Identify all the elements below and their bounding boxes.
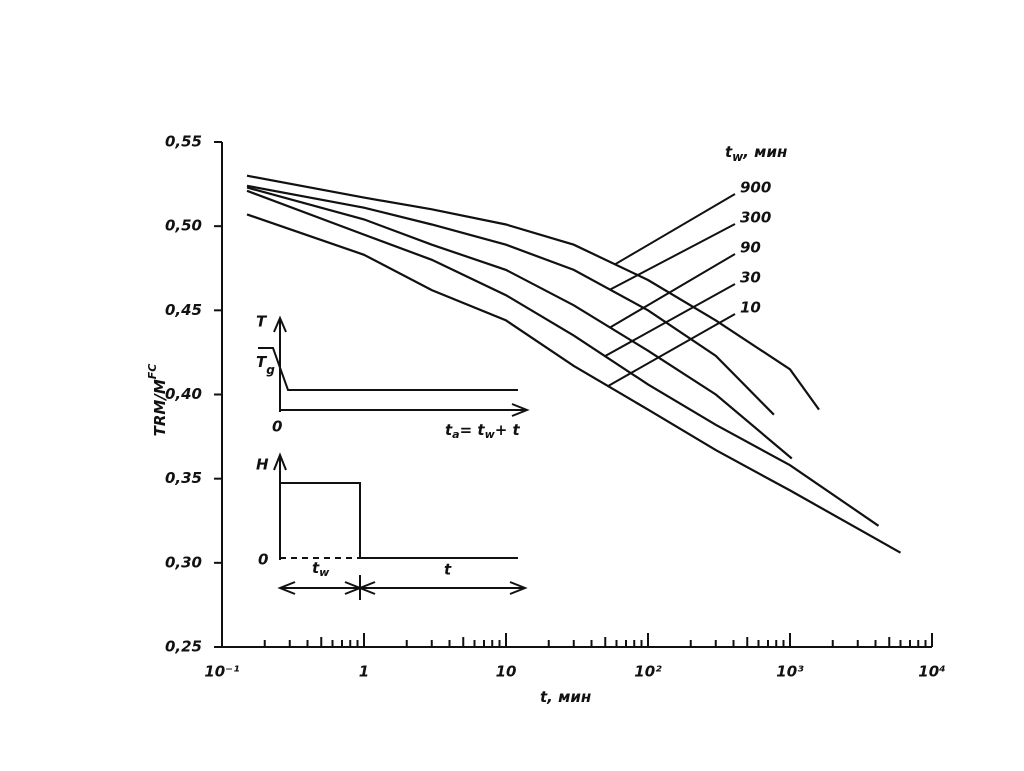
x-tick-label: 10² [634, 663, 662, 681]
series-label: 90 [740, 239, 761, 257]
series-label: 10 [740, 299, 761, 317]
inset-label: T [256, 313, 268, 331]
y-tick-label: 0,40 [165, 385, 202, 403]
inset-label: Tg [256, 353, 275, 377]
series-label: 900 [740, 179, 771, 197]
y-tick-label: 0,35 [165, 469, 202, 487]
inset-diagram: T Tg 0 ta= tw+ t H 0 tw t [256, 313, 530, 600]
y-tick-label: 0,45 [165, 301, 202, 319]
inset-label: 0 [258, 551, 268, 569]
inset-label: H [256, 456, 269, 474]
inset-label: t [444, 561, 452, 579]
inset-label: 0 [272, 418, 282, 436]
leader-line [609, 253, 736, 329]
inset-label: tw [312, 559, 330, 580]
line-series [246, 189, 880, 527]
x-tick-label: 10³ [776, 663, 804, 681]
y-tick-label: 0,25 [165, 638, 202, 656]
line-series [246, 186, 793, 460]
leader-line [604, 283, 736, 358]
series-label: 300 [740, 209, 771, 227]
y-tick-label: 0,55 [165, 133, 202, 151]
x-tick-label: 1 [359, 663, 369, 681]
leader-line [609, 223, 736, 291]
y-axis-label: TRM/MFC [146, 364, 169, 437]
x-tick-label: 10⁻¹ [204, 663, 239, 681]
line-series [246, 213, 902, 554]
x-tick-label: 10 [496, 663, 517, 681]
x-axis-label: t, мин [540, 688, 591, 706]
y-tick-label: 0,30 [165, 553, 202, 571]
y-tick-label: 0,50 [165, 217, 202, 235]
leader-line [614, 193, 736, 266]
line-series [246, 174, 820, 411]
inset-label: ta= tw+ t [445, 421, 521, 442]
series-label: 30 [740, 269, 761, 287]
x-tick-label: 10⁴ [918, 663, 945, 681]
legend-title: tw, мин [725, 143, 787, 164]
line-series [246, 184, 775, 416]
leader-line [607, 313, 736, 387]
